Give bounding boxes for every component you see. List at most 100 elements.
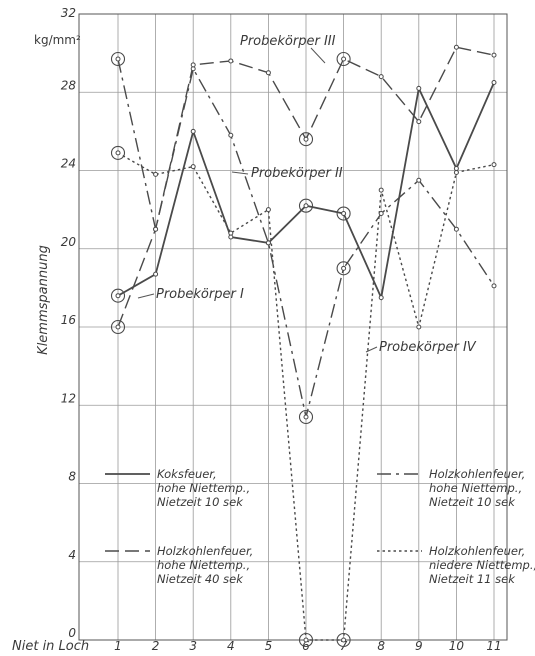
point-s1-8 [378, 295, 384, 301]
annotation-probekoerper-II: Probekörper II [251, 166, 343, 181]
point-s3-4 [228, 132, 234, 138]
annotation-leader-III [310, 47, 326, 64]
point-s4-6 [303, 136, 309, 142]
annotations: Probekörper III Probekörper II Probekörp… [137, 34, 477, 355]
annotation-leader-II [231, 171, 249, 175]
point-s4-7 [341, 56, 347, 62]
legend-text-4-2: niedere Niettemp., [429, 558, 535, 572]
y-axis-label: Klemmspannung [36, 245, 51, 355]
markers [110, 44, 497, 648]
point-s3-6 [303, 414, 309, 420]
point-s2-4 [228, 230, 234, 236]
highlight-ring-4 [110, 145, 126, 160]
y-tick-label-5: 20 [61, 235, 77, 249]
legend-text-1-3: Nietzeit 10 sek [157, 495, 244, 509]
x-tick-label-4: 5 [265, 639, 273, 653]
unit-label: kg/mm² [34, 33, 81, 47]
point-s3-5 [265, 240, 271, 246]
y-tick-labels: 0 4 8 12 16 20 24 28 32 [61, 6, 77, 640]
legend-text-3-3: Nietzeit 10 sek [429, 495, 516, 509]
point-s2-1 [115, 150, 121, 156]
point-s2-9 [416, 324, 422, 330]
point-s2-5 [265, 207, 271, 213]
x-tick-label-7: 8 [377, 639, 385, 653]
legend-text-3-2: hohe Niettemp., [429, 481, 522, 495]
point-s1-4 [228, 234, 234, 240]
y-tick-label-6: 24 [61, 157, 76, 171]
annotation-probekoerper-I: Probekörper I [156, 287, 244, 302]
point-s3-7 [341, 265, 347, 271]
point-s2-3 [190, 164, 196, 170]
point-s1-10 [453, 166, 459, 172]
point-s2-6 [303, 637, 309, 643]
annotation-leader-IV [365, 346, 378, 353]
highlight-ring-7 [110, 51, 126, 67]
legend-text-1-2: hohe Niettemp., [157, 481, 250, 495]
annotation-leader-I [137, 293, 155, 299]
point-s2-8 [378, 187, 384, 193]
highlight-ring-8 [298, 409, 314, 425]
x-tick-label-8: 9 [415, 639, 423, 653]
highlight-ring-10 [110, 319, 126, 335]
x-tick-label-2: 3 [189, 639, 197, 653]
y-tick-label-1: 4 [68, 548, 76, 562]
x-axis-label: Niet in Loch [12, 639, 89, 654]
point-s1-3 [190, 128, 196, 134]
point-s1-11 [491, 79, 497, 85]
point-s4-4 [228, 58, 234, 64]
point-s2-11 [491, 162, 497, 168]
highlight-ring-11 [298, 132, 314, 147]
point-s3-9 [416, 177, 422, 183]
y-tick-label-4: 16 [61, 313, 77, 327]
highlight-ring-6 [336, 632, 351, 648]
legend: Koksfeuer,hohe Niettemp.,Nietzeit 10 sek… [105, 467, 535, 586]
point-s4-3 [190, 62, 196, 68]
point-s3-8 [378, 211, 384, 217]
y-tick-label-2: 8 [68, 470, 76, 484]
legend-text-2-3: Nietzeit 40 sek [157, 572, 244, 586]
legend-text-1-1: Koksfeuer, [157, 467, 217, 481]
point-s1-1 [115, 293, 121, 299]
x-tick-label-9: 10 [449, 639, 465, 653]
y-tick-label-8: 32 [61, 6, 76, 20]
point-s1-9 [416, 85, 422, 91]
legend-text-4-3: Nietzeit 11 sek [429, 572, 516, 586]
point-s3-1 [115, 56, 121, 62]
y-tick-label-0: 0 [68, 626, 76, 640]
point-s1-7 [341, 211, 347, 217]
highlight-ring-5 [298, 632, 314, 648]
highlight-ring-1 [110, 288, 126, 303]
highlight-ring-9 [336, 261, 351, 276]
point-s2-2 [153, 171, 159, 177]
point-s4-9 [416, 119, 422, 125]
annotation-probekoerper-IV: Probekörper IV [379, 340, 477, 355]
y-tick-label-7: 28 [61, 78, 77, 92]
point-s4-5 [265, 70, 271, 76]
x-tick-label-0: 1 [114, 639, 122, 653]
point-s1-2 [153, 271, 159, 277]
highlight-ring-12 [336, 51, 351, 67]
legend-text-3-1: Holzkohlenfeuer, [429, 467, 525, 481]
point-s4-10 [453, 44, 459, 50]
point-s1-6 [303, 203, 309, 209]
legend-text-2-2: hohe Niettemp., [157, 558, 250, 572]
plot-frame [78, 13, 508, 641]
point-s2-10 [453, 169, 459, 175]
highlight-ring-3 [336, 206, 351, 221]
point-s4-1 [115, 324, 121, 330]
legend-text-2-1: Holzkohlenfeuer, [157, 544, 253, 558]
x-tick-label-10: 11 [486, 639, 501, 653]
x-tick-label-1: 2 [152, 639, 160, 653]
x-tick-label-3: 4 [227, 639, 235, 653]
point-s4-8 [378, 74, 384, 80]
point-s3-3 [190, 66, 196, 72]
point-s3-11 [491, 283, 497, 289]
point-s4-11 [491, 52, 497, 58]
point-s4-2 [153, 226, 159, 232]
point-s3-10 [453, 226, 459, 232]
y-tick-label-3: 12 [61, 391, 76, 405]
highlight-ring-2 [298, 198, 314, 213]
annotation-probekoerper-III: Probekörper III [240, 34, 336, 49]
legend-text-4-1: Holzkohlenfeuer, [429, 544, 525, 558]
